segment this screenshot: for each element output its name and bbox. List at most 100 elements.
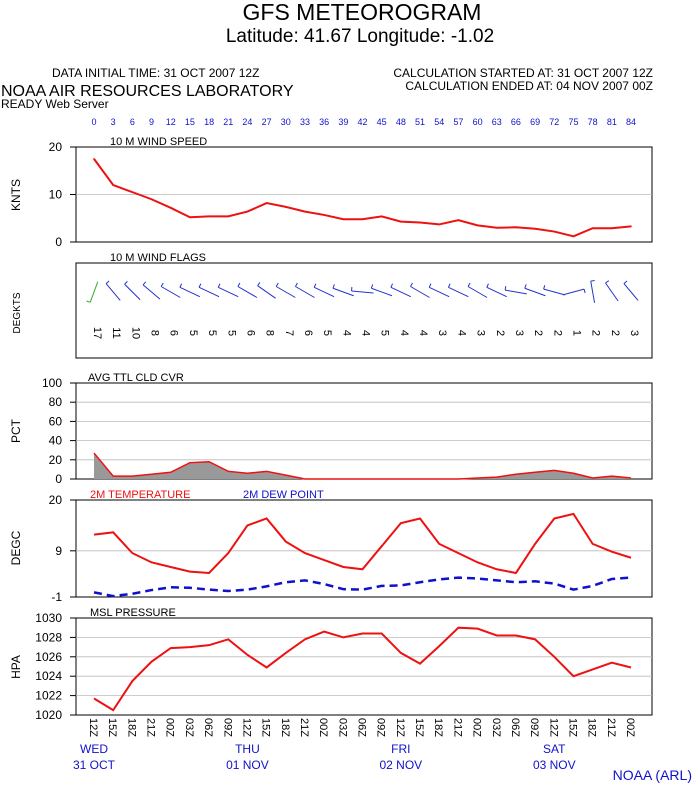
wind-flag-speed-label: 11 — [110, 327, 122, 338]
wind-speed-point — [361, 218, 364, 220]
calculation-ended: CALCULATION ENDED AT: 04 NOV 2007 00Z — [405, 79, 653, 93]
wind-flags-title: 10 M WIND FLAGS — [110, 252, 206, 264]
forecast-hour-label: 75 — [568, 117, 578, 127]
time-label: 00Z — [624, 718, 636, 737]
wind-speed-point — [93, 158, 95, 160]
temperature-line — [93, 512, 632, 575]
wind-flag-speed-label: 6 — [244, 330, 256, 336]
pressure-frame — [75, 617, 653, 716]
wind-flag-speed-label: 6 — [302, 330, 314, 336]
time-label: 12Z — [547, 718, 559, 737]
day-date-label: 31 OCT — [73, 758, 116, 772]
forecast-hour-label: 39 — [338, 117, 348, 127]
wind-flag-speed-label: 2 — [494, 330, 506, 336]
cloud-cover-ylabel: PCT — [9, 418, 23, 443]
time-label: 21Z — [605, 718, 617, 737]
calculation-started: CALCULATION STARTED AT: 31 OCT 2007 12Z — [393, 66, 653, 80]
y-tick-label: 1026 — [35, 650, 62, 664]
cloud-cover-line — [93, 452, 632, 480]
y-tick-label: 20 — [49, 140, 63, 154]
dew-point-legend: 2M DEW POINT — [243, 489, 324, 501]
wind-flag-speed-label: 5 — [206, 330, 218, 336]
wind-flag-tick — [447, 283, 451, 288]
wind-flag-barb — [605, 282, 619, 302]
wind-flag-speed-label: 8 — [149, 330, 161, 336]
wind-flag-barb — [562, 288, 585, 296]
wind-flag-speed-label: 5 — [321, 330, 333, 336]
day-name-label: WED — [80, 742, 108, 756]
cloud-cover-title: AVG TTL CLD CVR — [88, 372, 184, 384]
y-tick-label: 1024 — [35, 669, 62, 683]
forecast-hour-label: 69 — [530, 117, 540, 127]
wind-speed-yticks: 0 10 20 — [49, 140, 76, 249]
wind-flag-tick — [543, 285, 546, 290]
wind-flag-speed-label: 8 — [264, 330, 276, 336]
y-tick-label: 1028 — [35, 630, 62, 644]
forecast-hour-label: 60 — [473, 117, 483, 127]
wind-speed-point — [284, 206, 287, 208]
wind-flag-tick — [217, 283, 221, 288]
time-label: 21Z — [145, 718, 157, 737]
time-label: 18Z — [586, 718, 598, 737]
wind-flag-barb — [124, 283, 141, 301]
wind-flag-barb — [218, 286, 239, 298]
time-label: 00Z — [471, 718, 483, 737]
y-tick-label: 20 — [49, 453, 63, 467]
forecast-hour-label: 30 — [281, 117, 291, 127]
wind-flag-barb — [543, 288, 566, 296]
wind-speed-point — [591, 227, 594, 230]
cloud-cover-yticks: 0 20 40 60 80 100 — [42, 376, 76, 486]
y-tick-label: 100 — [42, 376, 62, 390]
cloud-cover-panel: AVG TTL CLD CVR PCT 0 20 40 60 80 100 — [9, 372, 653, 486]
time-label: 03Z — [490, 718, 502, 737]
pressure-title: MSL PRESSURE — [90, 607, 176, 619]
wind-flag-tick — [486, 283, 489, 288]
time-label: 15Z — [413, 718, 425, 737]
wind-flags-panel: 10 M WIND FLAGS DEGKTS 17 11 10 8 6 5 5 5 6 8 7 6 5 4… — [12, 252, 653, 359]
wind-flag-barb — [351, 290, 374, 294]
forecast-hour-label: 21 — [223, 117, 233, 127]
y-tick-label: 40 — [49, 434, 63, 448]
time-label: 00Z — [317, 718, 329, 737]
pressure-series — [93, 626, 632, 712]
organization-name: NOAA AIR RESOURCES LABORATORY — [1, 83, 294, 100]
wind-flag-speed-label: 10 — [129, 327, 141, 339]
wind-flag-speed-label: 2 — [609, 330, 621, 336]
forecast-hour-label: 81 — [607, 117, 617, 127]
wind-flag-tick — [179, 283, 183, 288]
temperature-ylabel: DEGC — [9, 530, 23, 565]
wind-speed-line — [93, 158, 632, 238]
wind-flag-tick — [198, 283, 202, 288]
wind-flag-speed-label: 6 — [168, 330, 180, 336]
time-label: 00Z — [164, 718, 176, 737]
wind-flag-speed-label: 2 — [532, 330, 544, 336]
wind-flag-barb — [105, 283, 121, 301]
time-label: 12Z — [394, 718, 406, 737]
wind-speed-point — [495, 226, 498, 229]
day-date-label: 01 NOV — [226, 758, 269, 772]
forecast-hour-label: 45 — [377, 117, 387, 127]
wind-speed-point — [323, 214, 325, 216]
day-name-label: THU — [235, 742, 260, 756]
wind-flag-barb — [486, 286, 507, 298]
wind-speed-panel: 10 M WIND SPEED KNTS 0 10 20 — [9, 136, 653, 249]
wind-flag-barb — [276, 286, 296, 298]
wind-flag-speed-label: 1 — [570, 330, 582, 336]
wind-flag-barb — [505, 289, 527, 295]
wind-flag-speed-label: 3 — [436, 330, 448, 336]
wind-speed-point — [457, 219, 460, 221]
wind-speed-point — [553, 230, 556, 233]
wind-flag-tick — [86, 300, 91, 303]
wind-flag-barb — [390, 286, 412, 298]
pressure-ylabel: HPA — [9, 655, 23, 679]
forecast-hour-label: 66 — [511, 117, 521, 127]
wind-speed-point — [400, 220, 402, 223]
y-tick-label: 10 — [49, 188, 63, 202]
footer-credit: NOAA (ARL) — [613, 767, 692, 783]
wind-flag-tick — [605, 280, 610, 284]
y-tick-label: 0 — [55, 235, 62, 249]
wind-flag-barb — [179, 286, 201, 298]
wind-flag-speed-label: 3 — [475, 330, 487, 336]
wind-flag-tick — [390, 283, 394, 288]
wind-flag-barb — [524, 287, 546, 297]
